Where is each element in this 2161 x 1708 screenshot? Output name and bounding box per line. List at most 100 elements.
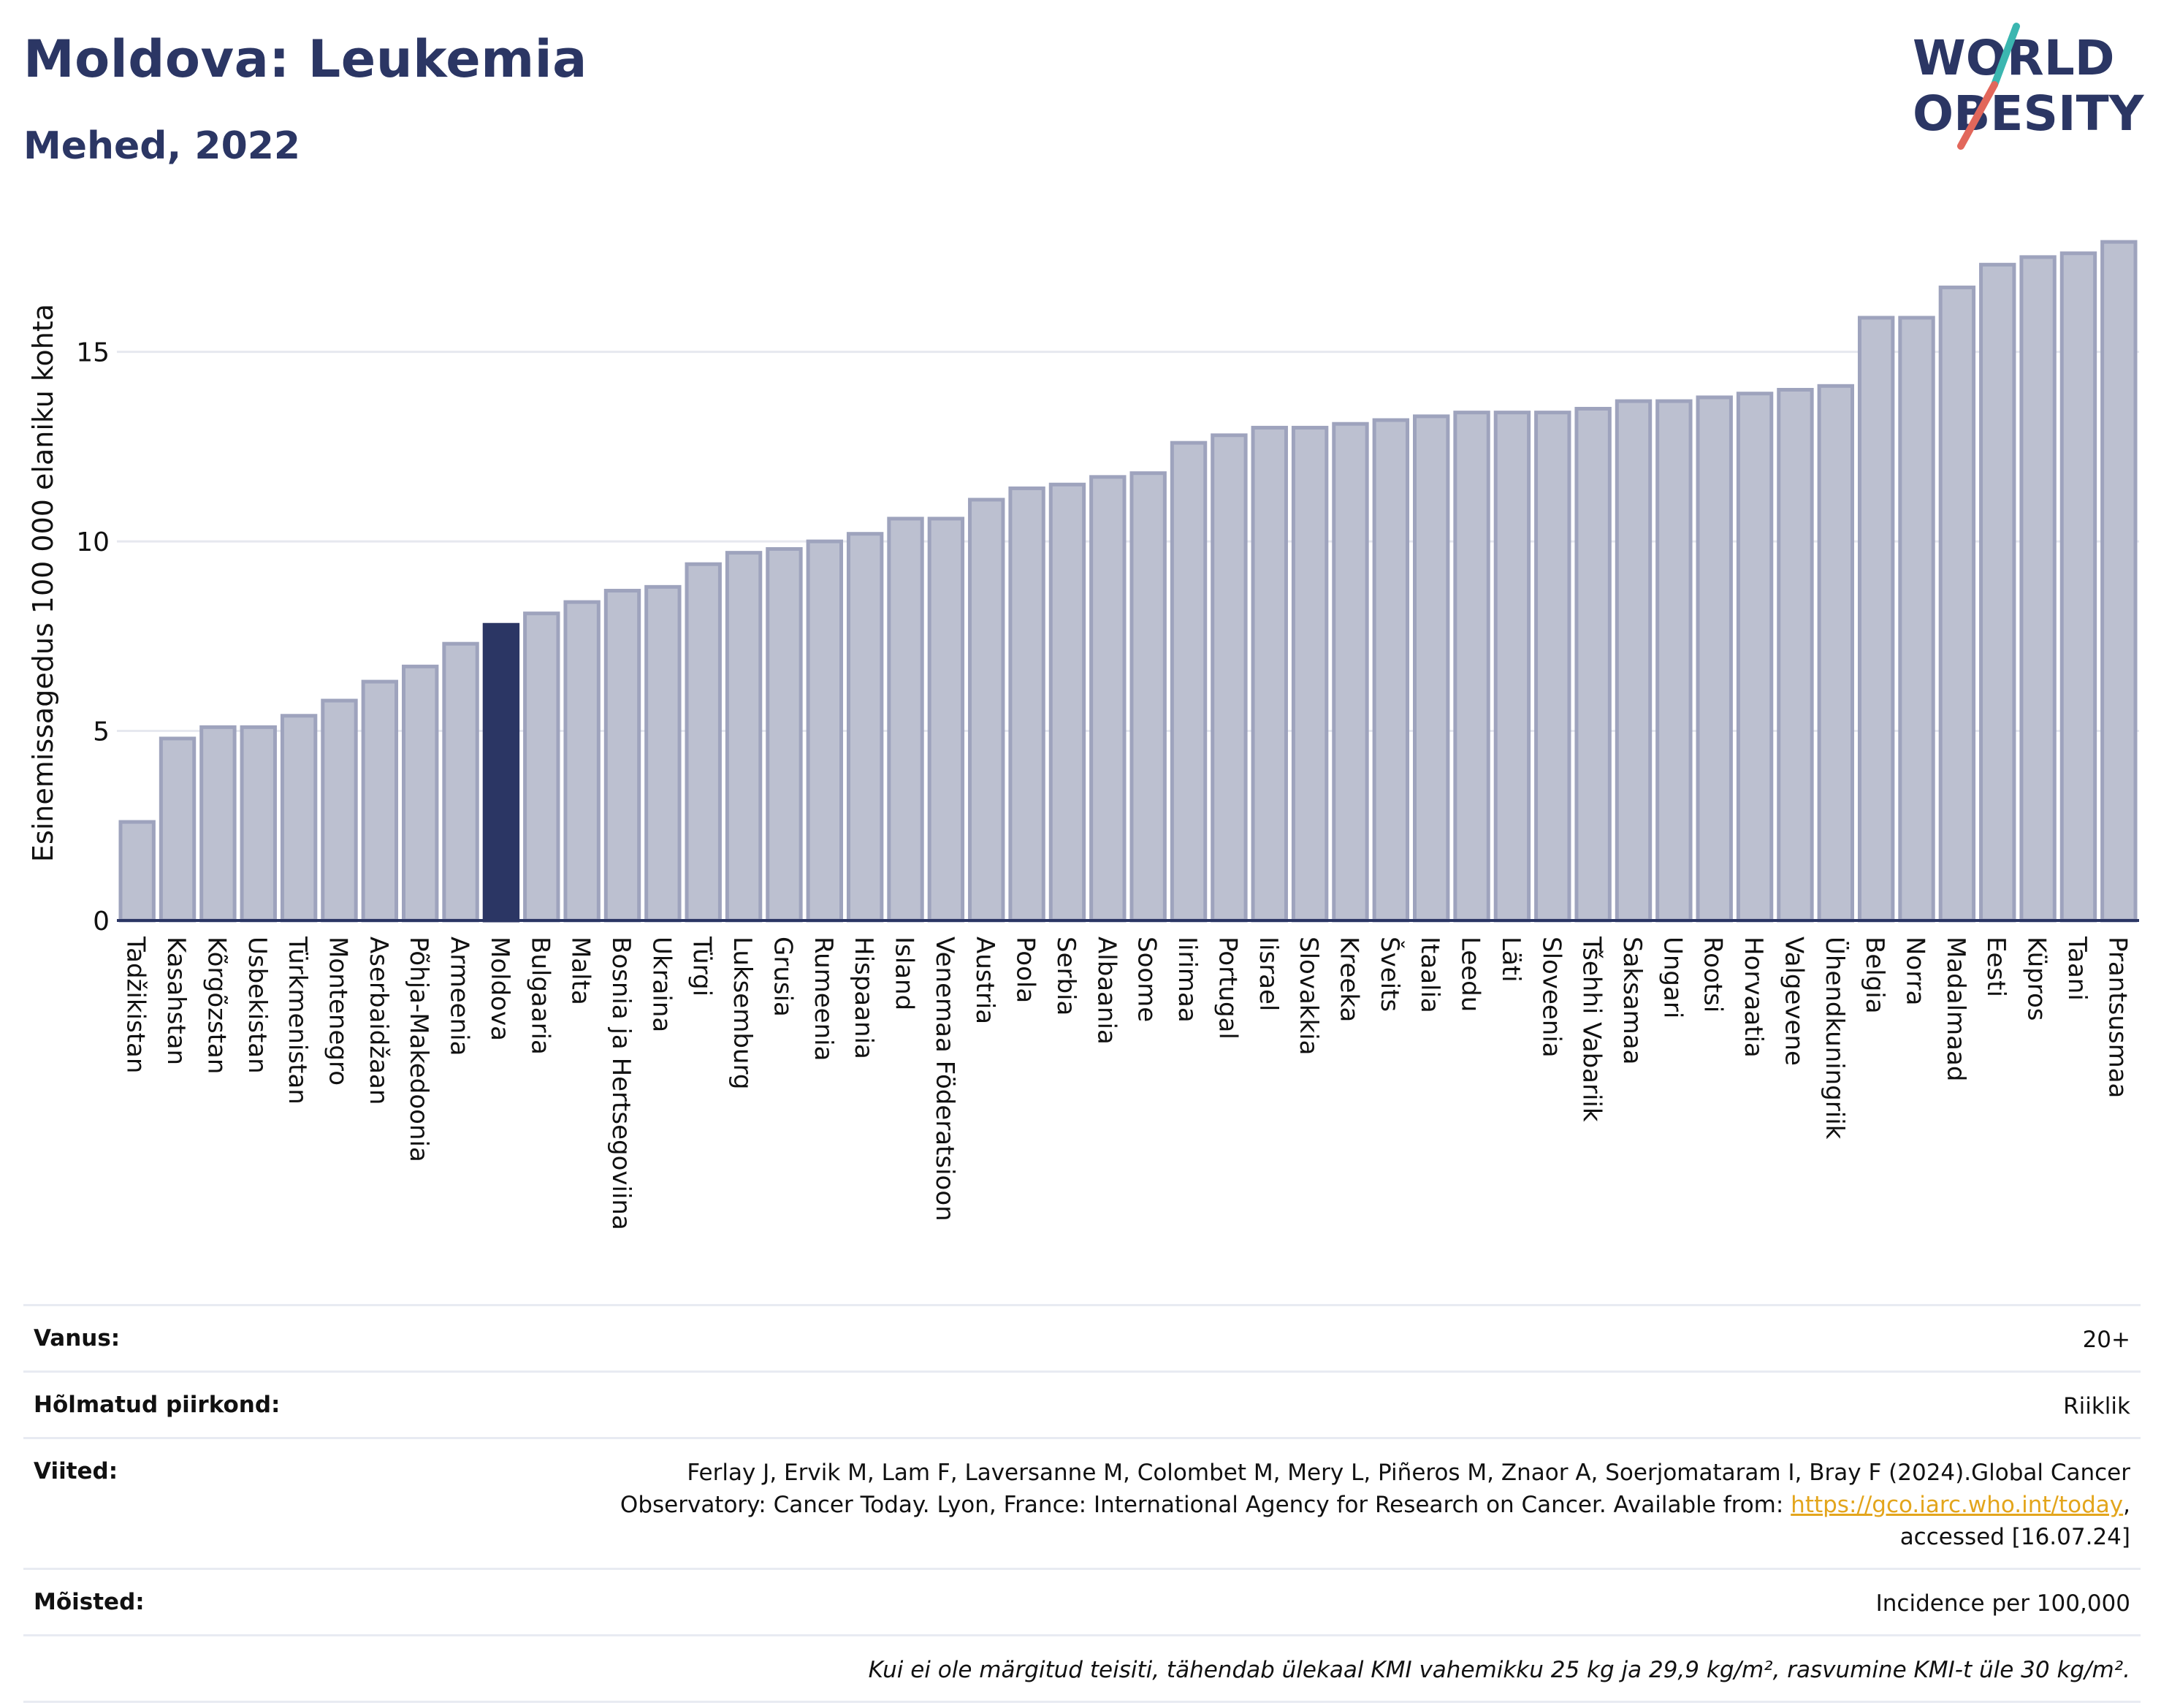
bar[interactable] <box>1008 486 1045 923</box>
bar[interactable] <box>1898 316 1935 923</box>
x-tick-label: Island <box>890 937 919 1010</box>
x-tick-label: Malta <box>566 937 595 1005</box>
x-tick-label: Iisrael <box>1254 937 1283 1011</box>
x-tick-label: Grusia <box>768 937 797 1017</box>
bar[interactable] <box>442 641 479 923</box>
bar[interactable] <box>806 539 843 923</box>
x-tick-label: Türgi <box>687 936 717 996</box>
bar[interactable] <box>1979 262 2016 923</box>
bar[interactable] <box>927 516 965 923</box>
bar[interactable] <box>1048 482 1086 923</box>
bar[interactable] <box>240 725 277 923</box>
x-tick-label: Valgevene <box>1779 937 1808 1066</box>
x-tick-label: Läti <box>1496 937 1525 983</box>
bar[interactable] <box>2019 255 2057 923</box>
x-tick-label: Leedu <box>1456 937 1485 1012</box>
bar[interactable] <box>1736 392 1774 923</box>
bar[interactable] <box>1938 285 1976 923</box>
bar[interactable] <box>1493 411 1531 923</box>
x-tick-label: Montenegro <box>323 937 352 1086</box>
x-tick-label: Bulgaaria <box>525 937 554 1055</box>
bar[interactable] <box>1413 414 1450 923</box>
x-tick-label: Saksamaa <box>1617 937 1647 1064</box>
references-text-1: Ferlay J, Ervik M, Lam F, Laversanne M, … <box>687 1460 2130 1486</box>
x-tick-label: Sloveenia <box>1536 937 1566 1058</box>
bar[interactable] <box>1777 388 1814 923</box>
bar[interactable] <box>1453 411 1490 923</box>
region-value: Riiklik <box>2063 1393 2130 1419</box>
bar[interactable] <box>968 497 1005 923</box>
y-axis-label: Esinemissagedus 100 000 elaniku kohta <box>27 304 59 862</box>
bar[interactable] <box>1857 316 1895 923</box>
x-tick-label: Luksemburg <box>728 937 757 1089</box>
age-label: Vanus: <box>34 1325 121 1351</box>
x-tick-label: Tadžikistan <box>121 936 150 1073</box>
bar[interactable] <box>887 516 924 923</box>
bar[interactable] <box>1655 399 1693 923</box>
references-text-3: , <box>2123 1492 2130 1518</box>
bar[interactable] <box>321 698 358 923</box>
x-tick-label: Itaalia <box>1415 937 1444 1013</box>
bar[interactable] <box>1170 441 1208 923</box>
x-tick-label: Serbia <box>1051 937 1080 1015</box>
x-tick-label: Kõrgõzstan <box>202 937 231 1074</box>
x-tick-label: Soome <box>1132 937 1162 1022</box>
bar[interactable] <box>1291 425 1329 923</box>
x-tick-label: Rootsi <box>1699 937 1728 1013</box>
bar[interactable] <box>766 546 803 923</box>
bar[interactable] <box>644 584 682 923</box>
bar[interactable] <box>1089 475 1127 923</box>
x-tick-label: Albaania <box>1091 937 1121 1045</box>
bar[interactable] <box>199 725 237 923</box>
x-tick-label: Slovakkia <box>1294 937 1323 1055</box>
bar[interactable] <box>725 551 763 923</box>
bar[interactable] <box>1534 411 1571 923</box>
x-tick-label: Taani <box>2062 936 2092 1001</box>
x-tick-label: Bosnia ja Hertsegoviina <box>606 937 636 1230</box>
bar[interactable] <box>1817 384 1854 923</box>
x-tick-label: Portugal <box>1213 937 1242 1040</box>
bar[interactable] <box>2100 240 2138 923</box>
x-tick-label: Küpros <box>2022 937 2051 1021</box>
bar[interactable] <box>1129 471 1167 923</box>
bar[interactable] <box>402 664 439 923</box>
logo-slash-teal <box>1991 23 2020 88</box>
bar[interactable] <box>846 532 884 923</box>
bar[interactable] <box>159 736 197 923</box>
bar[interactable] <box>685 562 722 923</box>
bar[interactable] <box>1332 422 1369 923</box>
page-title: Moldova: Leukemia <box>23 29 587 89</box>
references-link[interactable]: https://gco.iarc.who.int/today <box>1791 1492 2124 1518</box>
bar[interactable] <box>1372 418 1410 923</box>
x-tick-label: Austria <box>970 937 999 1024</box>
definitions-value: Incidence per 100,000 <box>1875 1590 2130 1617</box>
bar[interactable] <box>603 589 641 923</box>
references-label: Viited: <box>34 1458 118 1484</box>
bar[interactable] <box>1251 425 1288 923</box>
x-tick-label: Põhja-Makedoonia <box>404 937 433 1162</box>
y-tick-label: 15 <box>76 338 110 368</box>
world-obesity-logo: WORLD OBESITY <box>1913 23 2145 150</box>
bar[interactable] <box>361 679 399 923</box>
meta-row-age: Vanus: 20+ <box>23 1304 2141 1370</box>
x-tick-label: Kasahstan <box>161 937 191 1065</box>
bar[interactable] <box>1574 406 1612 923</box>
bar[interactable] <box>2059 251 2097 923</box>
x-tick-label: Usbekistan <box>243 937 272 1074</box>
x-tick-label: Ukraina <box>647 937 676 1032</box>
bar[interactable] <box>563 600 601 923</box>
x-tick-label: Eesti <box>1981 937 2011 997</box>
bar[interactable] <box>1211 433 1248 923</box>
x-tick-label: Iirimaa <box>1173 937 1202 1023</box>
x-tick-label: Hispaania <box>849 937 878 1059</box>
bar[interactable] <box>280 714 318 923</box>
bar[interactable] <box>523 611 560 923</box>
bar-layer <box>118 240 2138 923</box>
bar-chart: 0 5 10 15 Tadžikistan Kasahstan Kõrgõzstan Usbe… <box>27 240 2139 1230</box>
meta-row-region: Hõlmatud piirkond: Riiklik <box>23 1370 2141 1437</box>
x-tick-label: Prantsusmaa <box>2103 937 2132 1098</box>
bar[interactable] <box>482 622 520 923</box>
bar[interactable] <box>118 820 156 923</box>
bar[interactable] <box>1615 399 1653 923</box>
bar[interactable] <box>1696 395 1733 923</box>
